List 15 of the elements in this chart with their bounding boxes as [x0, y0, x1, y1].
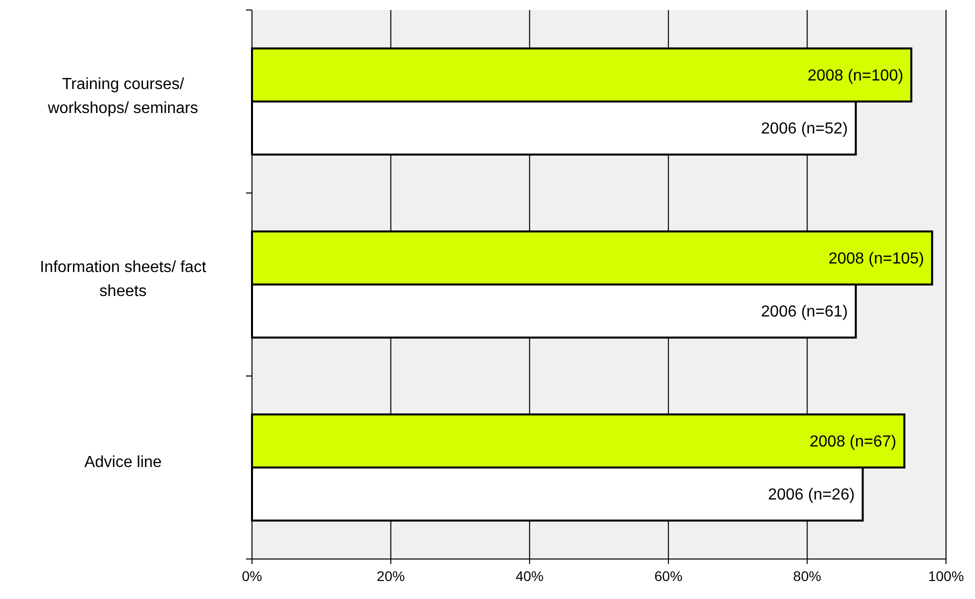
annotation: 2006 (n=61) — [761, 304, 848, 321]
annotation: 2006 (n=26) — [768, 486, 855, 504]
x-tick-label: 60% — [654, 568, 682, 584]
annotation: 2008 (n=67) — [810, 434, 896, 451]
x-tick-label: 80% — [793, 568, 822, 584]
annotation: 2008 (n=100) — [808, 68, 904, 85]
annotation: 2006 (n=52) — [761, 120, 848, 138]
y-tick-label: Information sheets/ fact sheets — [40, 259, 207, 300]
y-tick-label: Advice line — [84, 454, 162, 472]
y-tick-label: Training courses/ workshops/ seminars — [46, 76, 198, 118]
annotation: 2008 (n=105) — [828, 250, 924, 268]
x-tick-label: 0% — [242, 568, 262, 584]
x-tick-label: 40% — [516, 568, 544, 584]
x-tick-label: 20% — [376, 568, 405, 584]
x-tick-label: 100% — [928, 568, 964, 584]
